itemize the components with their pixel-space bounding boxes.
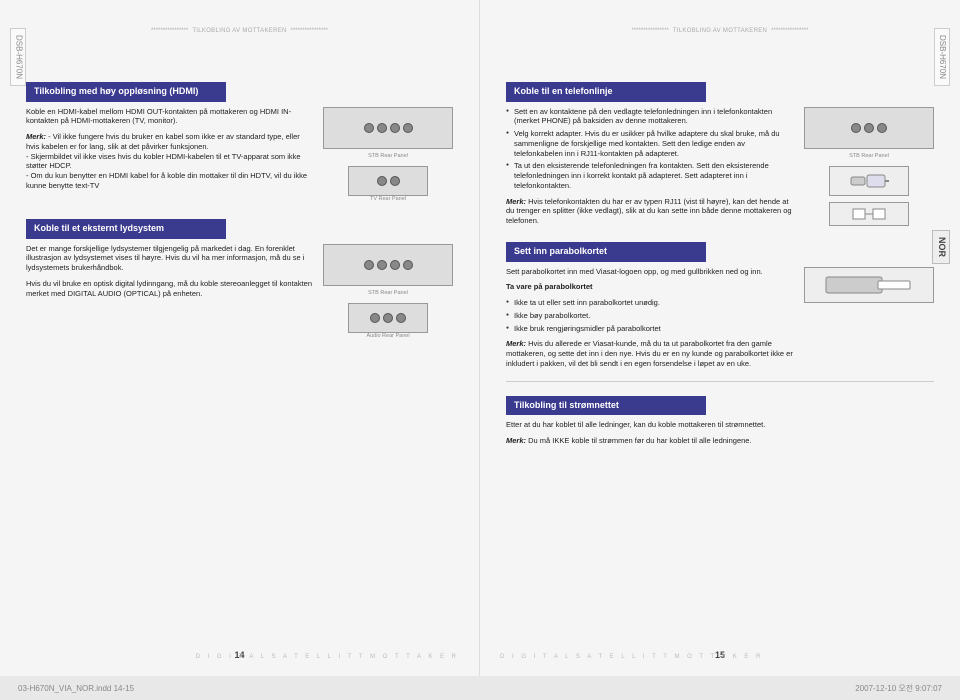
phone-bullets: Sett en av kontaktene på den vedlagte te… — [506, 107, 794, 191]
card-b2: Ikke bøy parabolkortet. — [506, 311, 794, 321]
card-b1: Ikke ta ut eller sett inn parabolkortet … — [506, 298, 794, 308]
power-note: Merk: Du må IKKE koble til strømmen før … — [506, 436, 934, 446]
crop-header-left: **************** TILKOBLING AV MOTTAKERE… — [0, 28, 479, 36]
fig-tv-caption: TV Rear Panel — [323, 196, 453, 203]
card-sub: Ta vare på parabolkortet — [506, 282, 794, 292]
audio-figs: STB Rear Panel Audio Rear Panel — [323, 244, 453, 346]
footer-brand-left: D I G I T A L S A T E L L I T T M O T T … — [196, 654, 459, 662]
fig-stb2-caption: STB Rear Panel — [323, 290, 453, 297]
lang-tab: NOR — [932, 230, 950, 264]
print-date: 2007-12-10 오전 9:07:07 — [855, 683, 942, 694]
phone-b2: Velg korrekt adapter. Hvis du er usikker… — [506, 129, 794, 158]
crop-header-right: **************** TILKOBLING AV MOTTAKERE… — [480, 28, 960, 36]
power-para1: Etter at du har koblet til alle ledninge… — [506, 420, 934, 430]
card-text: Sett parabolkortet inn med Viasat-logoen… — [506, 267, 794, 375]
divider — [506, 381, 934, 382]
phone-note: Merk: Hvis telefonkontakten du har er av… — [506, 197, 794, 226]
card-note: Merk: Hvis du allerede er Viasat-kunde, … — [506, 339, 794, 368]
hdmi-row: Koble en HDMI-kabel mellom HDMI OUT-kont… — [26, 107, 453, 209]
footer-brand-right: D I G I T A L S A T E L L I T T M O T T … — [500, 654, 763, 662]
card-row: Sett parabolkortet inn med Viasat-logoen… — [506, 267, 934, 375]
page-right: DSB-H670N NOR **************** TILKOBLIN… — [480, 0, 960, 676]
fig-audio-caption: Audio Rear Panel — [323, 333, 453, 340]
fig-card-slot-icon — [804, 267, 934, 303]
fig-stb3-caption: STB Rear Panel — [804, 153, 934, 160]
phone-figs: STB Rear Panel — [804, 107, 934, 232]
fig-plug-icon — [829, 166, 909, 196]
audio-para2: Hvis du vil bruke en optisk digital lydi… — [26, 279, 313, 299]
audio-text: Det er mange forskjellige lydsystemer ti… — [26, 244, 313, 346]
section-power-title: Tilkobling til strømnettet — [506, 396, 706, 416]
audio-para1: Det er mange forskjellige lydsystemer ti… — [26, 244, 313, 273]
model-tab-right: DSB-H670N — [934, 28, 950, 86]
section-card-title: Sett inn parabolkortet — [506, 242, 706, 262]
section-audio-title: Koble til et eksternt lydsystem — [26, 219, 226, 239]
card-figs — [804, 267, 934, 375]
fig-stb-rear3-icon — [804, 107, 934, 149]
page-spread: DSB-H670N **************** TILKOBLING AV… — [0, 0, 960, 676]
card-para1: Sett parabolkortet inn med Viasat-logoen… — [506, 267, 794, 277]
phone-row: Sett en av kontaktene på den vedlagte te… — [506, 107, 934, 232]
print-footer: 03-H670N_VIA_NOR.indd 14-15 2007-12-10 오… — [0, 676, 960, 700]
card-b3: Ikke bruk rengjøringsmidler på parabolko… — [506, 324, 794, 334]
phone-text: Sett en av kontaktene på den vedlagte te… — [506, 107, 794, 232]
model-tab-left: DSB-H670N — [10, 28, 26, 86]
phone-b1: Sett en av kontaktene på den vedlagte te… — [506, 107, 794, 127]
section-hdmi-title: Tilkobling med høy oppløsning (HDMI) — [26, 82, 226, 102]
fig-splitter-icon — [829, 202, 909, 226]
card-bullets: Ikke ta ut eller sett inn parabolkortet … — [506, 298, 794, 333]
hdmi-note: Merk: - Vil ikke fungere hvis du bruker … — [26, 132, 313, 191]
fig-stb-rear-icon — [323, 107, 453, 149]
print-file: 03-H670N_VIA_NOR.indd 14-15 — [18, 684, 134, 693]
fig-audio-rear-icon — [348, 303, 428, 333]
phone-b3: Ta ut den eksisterende telefonledningen … — [506, 161, 794, 190]
hdmi-text: Koble en HDMI-kabel mellom HDMI OUT-kont… — [26, 107, 313, 209]
hdmi-para1: Koble en HDMI-kabel mellom HDMI OUT-kont… — [26, 107, 313, 127]
page-left: DSB-H670N **************** TILKOBLING AV… — [0, 0, 480, 676]
fig-stb-caption: STB Rear Panel — [323, 153, 453, 160]
fig-tv-rear-icon — [348, 166, 428, 196]
hdmi-figs: STB Rear Panel TV Rear Panel — [323, 107, 453, 209]
fig-stb-rear2-icon — [323, 244, 453, 286]
audio-row: Det er mange forskjellige lydsystemer ti… — [26, 244, 453, 346]
section-phone-title: Koble til en telefonlinje — [506, 82, 706, 102]
